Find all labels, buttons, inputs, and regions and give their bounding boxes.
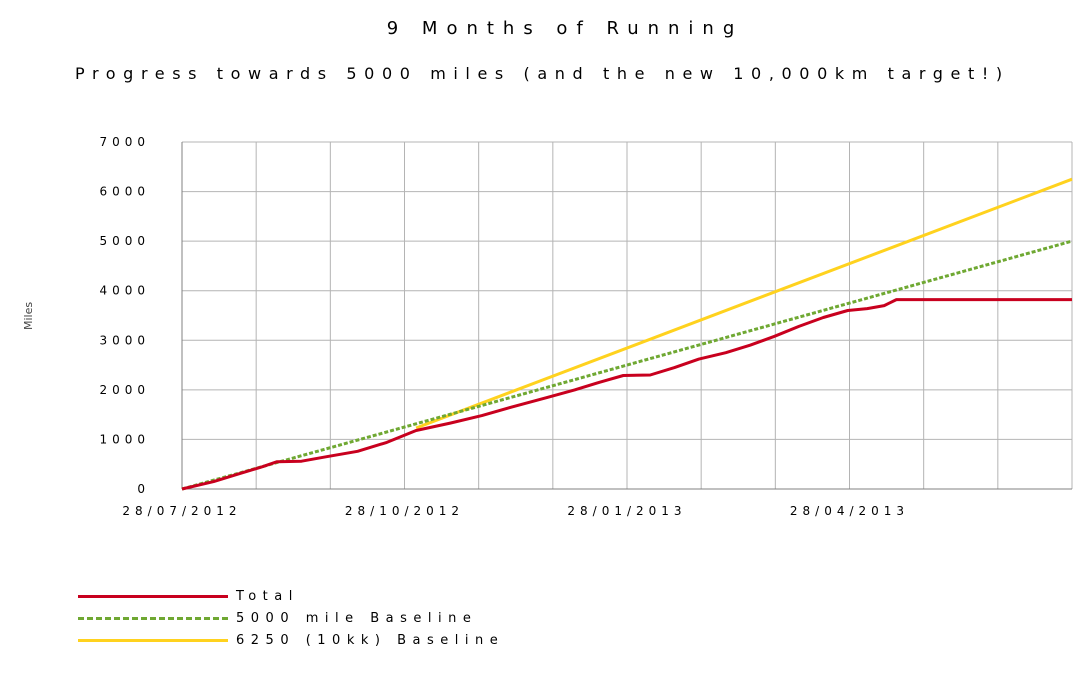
y-tick-label: 4000 (99, 284, 150, 298)
x-tick-label: 28/07/2012 (122, 504, 241, 518)
legend-item-6250-baseline: 6250 (10kk) Baseline (78, 629, 504, 651)
y-tick-label: 6000 (99, 185, 150, 199)
legend-label-5000-baseline: 5000 mile Baseline (236, 610, 478, 626)
x-tick-label: 28/01/2013 (567, 504, 686, 518)
legend-label-total: Total (236, 588, 299, 604)
chart-legend: Total 5000 mile Baseline 6250 (10kk) Bas… (78, 585, 504, 651)
line-chart: 0 1000 2000 3000 4000 5000 6000 7000 28/07/2012 2… (99, 135, 1073, 518)
y-tick-label: 3000 (99, 333, 150, 347)
legend-swatch-6250-baseline (78, 634, 228, 646)
y-tick-label: 7000 (99, 135, 150, 149)
x-tick-label: 28/10/2012 (345, 504, 464, 518)
y-tick-label: 5000 (99, 234, 150, 248)
legend-label-6250-baseline: 6250 (10kk) Baseline (236, 632, 505, 648)
y-tick-label: 1000 (99, 432, 150, 446)
legend-item-total: Total (78, 585, 504, 607)
legend-swatch-total (78, 590, 228, 602)
series-line-5000-mile-baseline (181, 239, 1073, 491)
y-tick-label: 0 (137, 482, 150, 496)
legend-swatch-5000-baseline (78, 612, 228, 624)
series-line-total (181, 298, 1072, 491)
series-line-6250-10kk-baseline (415, 177, 1073, 430)
y-tick-label: 2000 (99, 383, 150, 397)
chart-subtitle: Progress towards 5000 miles (and the new… (75, 64, 1010, 83)
legend-item-5000-baseline: 5000 mile Baseline (78, 607, 504, 629)
chart-title: 9 Months of Running (386, 18, 744, 39)
x-tick-label: 28/04/2013 (790, 504, 909, 518)
